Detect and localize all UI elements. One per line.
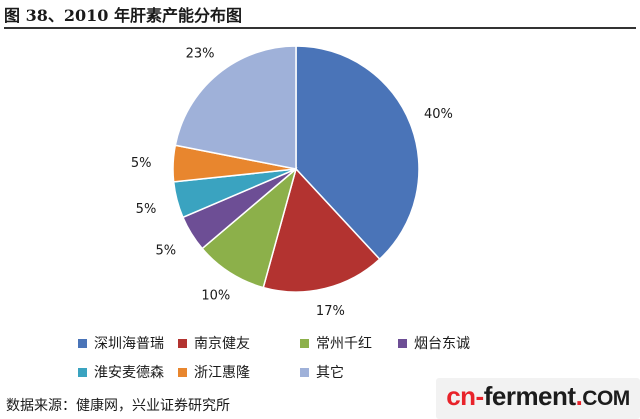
title-divider bbox=[4, 27, 636, 29]
watermark-cn: cn- bbox=[446, 381, 484, 411]
pie-slice-2 bbox=[262, 167, 381, 293]
pie-slices bbox=[172, 45, 420, 293]
legend-item-5: 淮安麦德森 bbox=[78, 362, 164, 382]
legend-label: 烟台东诚 bbox=[414, 336, 470, 352]
pie-slice-7 bbox=[174, 45, 297, 170]
legend-swatch bbox=[398, 338, 407, 348]
legend-swatch bbox=[300, 338, 309, 348]
watermark-com: COM bbox=[582, 387, 630, 410]
source-note: 数据来源：健康网，兴业证券研究所 bbox=[6, 398, 230, 414]
pie-label-4: 5% bbox=[156, 243, 177, 258]
legend-swatch bbox=[300, 367, 309, 377]
pie-label-6: 5% bbox=[131, 156, 152, 171]
watermark-dot: . bbox=[575, 381, 583, 411]
pie-label-1: 40% bbox=[424, 107, 453, 122]
legend-item-3: 常州千红 bbox=[300, 333, 372, 353]
pie-label-2: 17% bbox=[316, 304, 345, 319]
legend-swatch bbox=[178, 367, 187, 377]
legend-label: 常州千红 bbox=[316, 336, 372, 352]
legend-swatch bbox=[78, 367, 87, 377]
legend-label: 淮安麦德森 bbox=[94, 365, 164, 381]
pie-slice-1 bbox=[295, 45, 420, 261]
watermark-logo: cn-ferment.COM bbox=[436, 378, 640, 419]
legend-label: 浙江惠隆 bbox=[194, 365, 250, 381]
legend-label: 深圳海普瑞 bbox=[94, 336, 164, 352]
legend-swatch bbox=[78, 338, 87, 348]
legend-item-7: 其它 bbox=[300, 362, 344, 382]
pie-labels: 40% 17% 10% 5% 5% 5% 23% bbox=[131, 46, 453, 319]
legend-item-1: 深圳海普瑞 bbox=[78, 333, 164, 353]
pie-chart: 40% 17% 10% 5% 5% 5% 23% bbox=[131, 45, 453, 319]
pie-label-3: 10% bbox=[201, 289, 230, 304]
legend-label: 南京健友 bbox=[194, 336, 250, 352]
pie-label-7: 23% bbox=[186, 46, 215, 61]
legend-swatch bbox=[178, 338, 187, 348]
chart-title: 图 38、2010 年肝素产能分布图 bbox=[4, 6, 242, 25]
legend-item-6: 浙江惠隆 bbox=[178, 362, 250, 382]
legend-item-4: 烟台东诚 bbox=[398, 333, 470, 353]
legend-item-2: 南京健友 bbox=[178, 333, 250, 353]
pie-label-5: 5% bbox=[136, 202, 157, 217]
legend-label: 其它 bbox=[316, 365, 344, 381]
watermark-ferment: ferment bbox=[483, 381, 576, 411]
